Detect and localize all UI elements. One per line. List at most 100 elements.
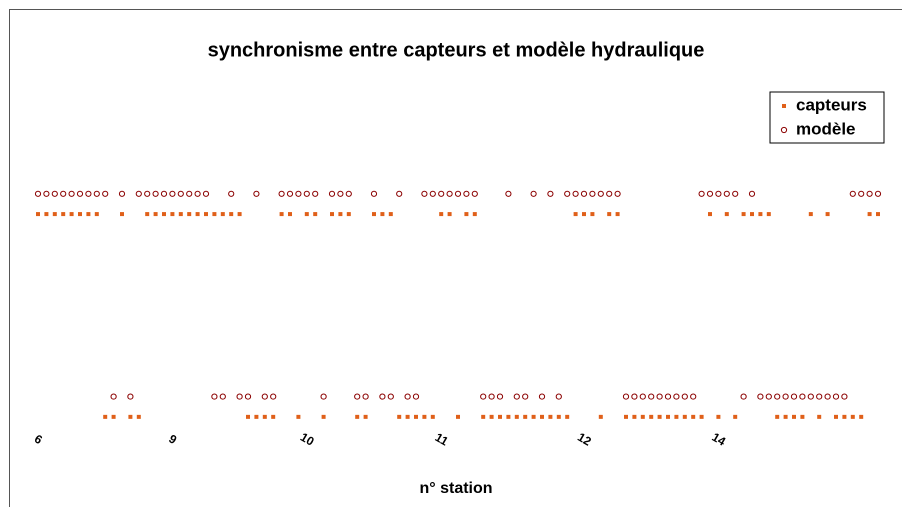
point: [94, 212, 99, 217]
point: [380, 212, 385, 217]
point: [816, 393, 823, 400]
point: [674, 414, 679, 419]
point: [61, 212, 66, 217]
point: [68, 190, 75, 197]
point: [867, 212, 872, 217]
point: [370, 190, 378, 197]
legend-swatch: [782, 104, 786, 108]
point: [471, 190, 478, 197]
point: [606, 190, 613, 197]
point: [320, 393, 327, 400]
point: [531, 414, 536, 419]
point: [624, 414, 628, 419]
point: [681, 393, 688, 400]
point: [128, 414, 133, 419]
point: [388, 212, 393, 217]
point: [229, 212, 234, 217]
point: [446, 190, 453, 197]
point: [496, 393, 504, 400]
point: [345, 190, 352, 197]
point: [135, 190, 142, 197]
point: [211, 393, 218, 400]
point: [858, 190, 865, 197]
point: [547, 190, 554, 197]
point: [405, 414, 410, 419]
point: [808, 212, 813, 217]
point: [523, 414, 528, 419]
point: [254, 414, 259, 419]
point: [589, 190, 596, 197]
point: [202, 190, 210, 197]
point: [698, 190, 705, 197]
point: [169, 190, 176, 197]
point: [673, 393, 680, 400]
point: [454, 190, 462, 197]
point: [412, 393, 420, 400]
point: [555, 393, 562, 400]
point: [279, 212, 284, 217]
point: [841, 393, 848, 400]
point: [750, 212, 754, 217]
point: [178, 212, 183, 217]
point: [538, 393, 546, 400]
point: [387, 393, 394, 400]
point: [363, 414, 368, 419]
point: [582, 212, 586, 217]
point: [505, 190, 512, 197]
point: [52, 212, 57, 217]
point: [817, 414, 822, 419]
point: [513, 393, 520, 400]
point: [573, 212, 578, 217]
point: [439, 212, 444, 217]
point: [614, 190, 621, 197]
point: [757, 393, 764, 400]
point: [438, 190, 445, 197]
point: [741, 212, 746, 217]
point: [144, 190, 151, 197]
point: [127, 393, 134, 400]
point: [799, 393, 806, 400]
point: [464, 212, 469, 217]
point: [372, 212, 376, 217]
point: [666, 414, 670, 419]
point: [36, 212, 40, 217]
point: [337, 190, 344, 197]
point: [237, 212, 242, 217]
point: [228, 190, 235, 197]
point: [160, 190, 168, 197]
x-axis-label: n° station: [419, 480, 492, 497]
point: [530, 190, 537, 197]
point: [775, 414, 780, 419]
point: [699, 414, 704, 419]
legend-label: capteurs: [796, 95, 867, 114]
point: [622, 393, 630, 400]
point: [429, 190, 436, 197]
point: [261, 393, 268, 400]
point: [765, 393, 772, 400]
point: [564, 190, 571, 197]
point: [657, 414, 662, 419]
point: [834, 414, 838, 419]
point: [648, 393, 655, 400]
point: [850, 414, 855, 419]
point: [824, 393, 831, 400]
point: [540, 414, 544, 419]
point: [303, 190, 310, 197]
point: [414, 414, 418, 419]
point: [456, 414, 460, 419]
point: [120, 212, 124, 217]
point: [488, 393, 495, 400]
point: [682, 414, 687, 419]
point: [506, 414, 511, 419]
point: [177, 190, 184, 197]
legend-swatch: [780, 126, 788, 134]
point: [271, 414, 276, 419]
point: [715, 190, 722, 197]
point: [842, 414, 847, 419]
point: [355, 414, 360, 419]
point: [597, 190, 604, 197]
point: [724, 212, 729, 217]
point: [639, 393, 646, 400]
point: [69, 212, 74, 217]
